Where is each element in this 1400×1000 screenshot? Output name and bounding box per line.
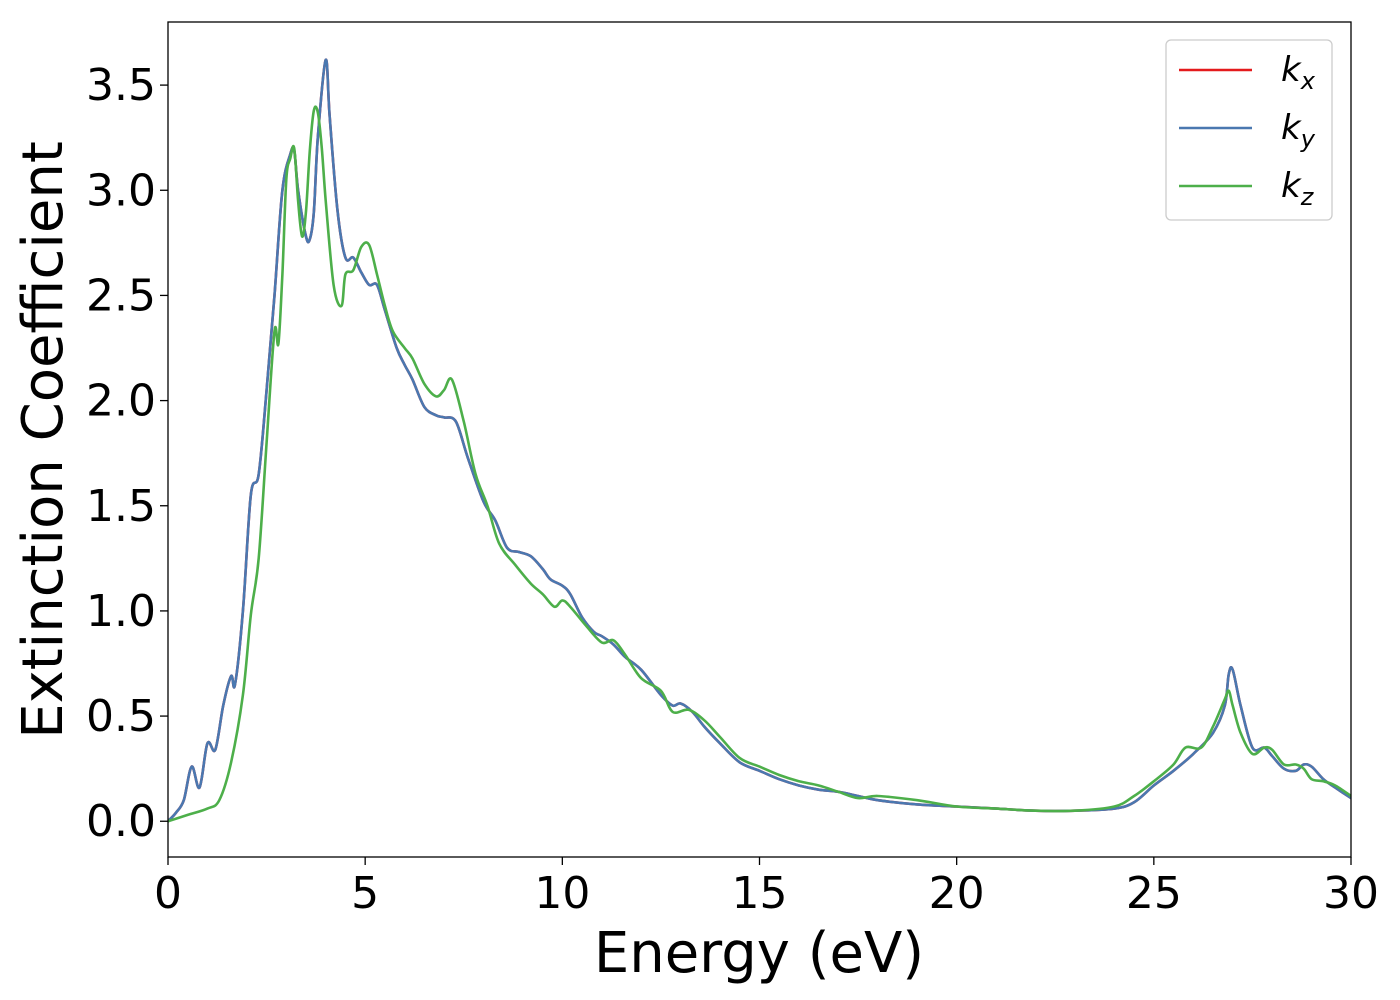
x-tick-label: 0: [154, 868, 182, 919]
y-tick-label: 1.5: [86, 481, 156, 532]
x-tick-label: 30: [1323, 868, 1379, 919]
y-axis-title: Extinction Coefficient: [11, 141, 76, 739]
y-tick-label: 0.0: [86, 796, 156, 847]
legend-label-subscript: z: [1300, 183, 1315, 211]
legend-box: [1165, 39, 1333, 221]
y-tick-label: 3.5: [86, 60, 156, 111]
series-layer: [168, 58, 1351, 823]
x-tick-label: 25: [1126, 868, 1182, 919]
x-tick-label: 5: [351, 868, 379, 919]
legend-label-subscript: y: [1300, 125, 1316, 153]
x-tick-label: 15: [732, 868, 788, 919]
y-tick-label: 2.5: [86, 270, 156, 321]
x-tick-label: 10: [534, 868, 590, 919]
legend-label-main: k: [1281, 50, 1302, 90]
legend-label-ky: ky: [1281, 108, 1316, 153]
y-tick-label: 3.0: [86, 165, 156, 216]
x-axis: 0 5 10 15 20 25 30: [154, 857, 1379, 919]
y-axis: 0.0 0.5 1.0 1.5 2.0 2.5 3.0 3.5: [86, 60, 168, 847]
series-line-kz: [168, 105, 1351, 823]
y-tick-label: 1.0: [86, 586, 156, 637]
legend-label-main: k: [1281, 108, 1302, 148]
legend-label-subscript: x: [1300, 67, 1316, 95]
y-tick-label: 0.5: [86, 691, 156, 742]
series-line-ky: [168, 58, 1351, 823]
legend-label-main: k: [1281, 166, 1302, 206]
x-axis-title: Energy (eV): [594, 921, 924, 986]
legend-label-kx: kx: [1281, 50, 1316, 95]
y-tick-label: 2.0: [86, 376, 156, 427]
legend-label-kz: kz: [1281, 166, 1315, 211]
x-tick-label: 20: [929, 868, 985, 919]
